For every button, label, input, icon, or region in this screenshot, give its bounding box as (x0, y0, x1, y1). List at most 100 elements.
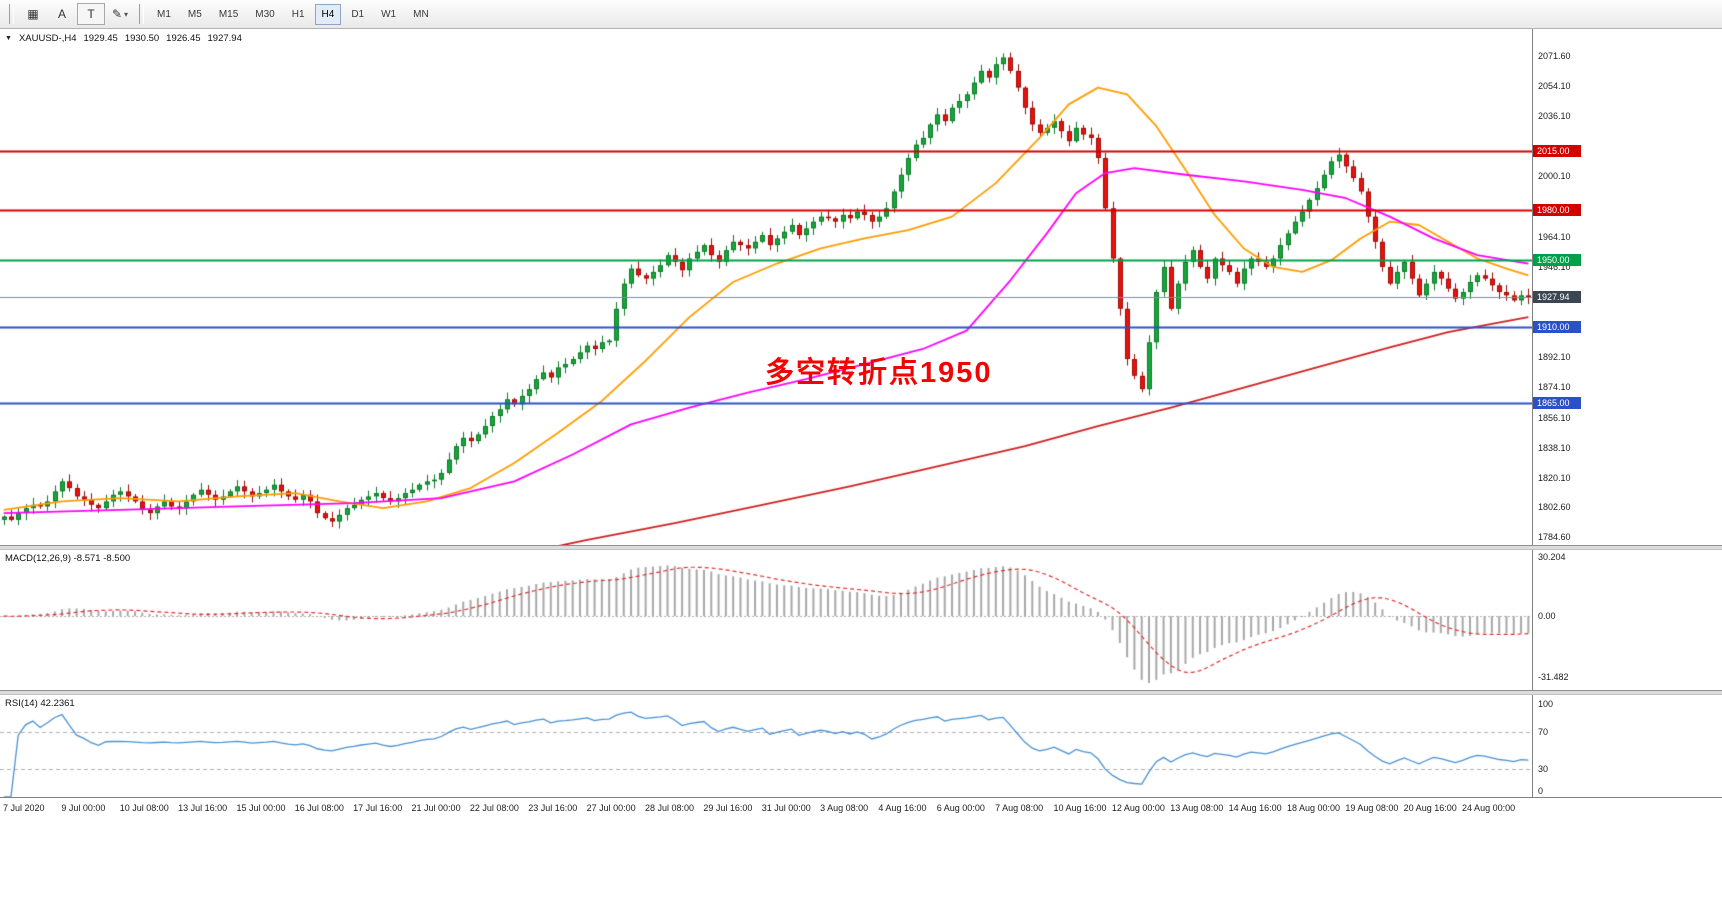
time-axis-label: 12 Aug 00:00 (1111, 803, 1165, 813)
time-axis-label: 9 Jul 00:00 (61, 803, 106, 813)
price-tick: 1784.60 (1538, 532, 1571, 543)
macd-scale[interactable]: 30.204 0.00 -31.482 (1532, 550, 1722, 690)
price-tick: 1892.10 (1538, 352, 1571, 363)
chart-window: ▼ XAUUSD-,H4 1929.45 1930.50 1926.45 192… (0, 29, 1722, 904)
rsi-axis-label: 100 (1538, 699, 1554, 710)
price-level-tag: 1950.00 (1533, 254, 1581, 267)
price-tick: 2054.10 (1538, 80, 1571, 91)
timeframe-button-m30[interactable]: M30 (255, 8, 275, 20)
time-axis-label: 17 Jul 16:00 (353, 803, 403, 813)
time-axis-label: 18 Aug 00:00 (1286, 803, 1341, 813)
timeframe-button-h4[interactable]: H4 (314, 3, 342, 25)
time-axis-label: 10 Jul 08:00 (119, 803, 169, 813)
timeframe-button-d1[interactable]: D1 (351, 8, 365, 20)
symbol-ohlc-readout: ▼ XAUUSD-,H4 1929.45 1930.50 1926.45 192… (5, 33, 242, 44)
price-scale[interactable]: 2071.60 2054.10 2036.10 2000.10 1964.10 1946.… (1532, 29, 1722, 545)
rsi-indicator-label: RSI(14) 42.2361 (5, 698, 75, 709)
price-tick: 2071.60 (1538, 51, 1571, 62)
time-axis-label: 31 Jul 00:00 (761, 803, 811, 813)
chart-tool-icon: ▦ (27, 7, 39, 21)
panel-splitter[interactable] (0, 545, 1722, 550)
time-axis-label: 22 Jul 08:00 (469, 803, 519, 813)
chevron-down-icon: ▾ (124, 9, 129, 19)
time-axis-label: 3 Aug 08:00 (820, 803, 869, 813)
time-axis-label: 23 Jul 16:00 (528, 803, 578, 813)
toolbar-drag-grip[interactable] (139, 4, 144, 24)
text-box-icon: T (87, 7, 95, 21)
time-axis-label: 27 Jul 00:00 (586, 803, 636, 813)
open-value: 1929.45 (83, 33, 118, 44)
price-level-tag: 1980.00 (1533, 203, 1581, 216)
chart-text-annotation: 多空转折点1950 (765, 357, 993, 389)
text-annotation-icon: A (57, 7, 66, 21)
low-value: 1926.45 (166, 33, 201, 44)
price-tick: 1856.10 (1538, 412, 1571, 423)
window-empty-area (0, 820, 1722, 904)
rsi-scale[interactable]: 100 70 30 0 (1532, 695, 1722, 797)
macd-axis-label: -31.482 (1538, 672, 1569, 683)
time-axis-label: 6 Aug 00:00 (936, 803, 985, 813)
time-axis-label: 28 Jul 08:00 (644, 803, 695, 813)
text-box-button[interactable]: T (77, 3, 105, 25)
timeframe-button-m5[interactable]: M5 (187, 8, 202, 20)
time-axis[interactable]: 7 Jul 2020 9 Jul 00:00 10 Jul 08:00 13 Jul … (0, 797, 1722, 820)
time-axis-label: 10 Aug 16:00 (1053, 803, 1107, 813)
price-tick: 1838.10 (1538, 442, 1571, 453)
rsi-canvas[interactable] (0, 695, 1532, 797)
macd-indicator-label: MACD(12,26,9) -8.571 -8.500 (5, 553, 131, 564)
text-annotation-button[interactable]: A (48, 3, 76, 25)
timeframe-button-w1[interactable]: W1 (381, 8, 397, 20)
macd-axis-label: 0.00 (1538, 611, 1556, 622)
drawing-tools-group: ▦ A T ✎ ▾ (19, 3, 134, 25)
rsi-axis-label: 70 (1538, 727, 1549, 738)
price-tick: 2000.10 (1538, 171, 1571, 182)
price-level-tag: 2015.00 (1533, 145, 1581, 158)
timeframe-button-mn[interactable]: MN (413, 8, 429, 20)
symbol-label: XAUUSD-,H4 (18, 33, 77, 44)
price-level-tag: 1927.94 (1533, 291, 1581, 304)
time-axis-label: 21 Jul 00:00 (411, 803, 461, 813)
macd-axis-label: 30.204 (1538, 552, 1566, 563)
price-chart-canvas[interactable] (0, 29, 1532, 545)
macd-panel: MACD(12,26,9) -8.571 -8.500 30.204 0.00 -3… (0, 550, 1722, 690)
price-tick: 1874.10 (1538, 382, 1571, 393)
timeframe-button-h1[interactable]: H1 (291, 8, 305, 20)
high-value: 1930.50 (124, 33, 160, 44)
price-level-tag: 1910.00 (1533, 321, 1581, 334)
price-tick: 2036.10 (1538, 110, 1571, 121)
close-value: 1927.94 (207, 33, 242, 44)
price-tick: 1946.10 (1538, 261, 1571, 272)
time-axis-label: 7 Jul 2020 (3, 803, 45, 813)
drawing-tools-button[interactable]: ✎ ▾ (106, 3, 134, 25)
time-axis-label: 7 Aug 08:00 (995, 803, 1044, 813)
chart-tool-button[interactable]: ▦ (19, 3, 47, 25)
time-axis-label: 24 Aug 00:00 (1462, 803, 1516, 813)
rsi-panel: RSI(14) 42.2361 100 70 30 0 (0, 695, 1722, 797)
main-toolbar: ▦ A T ✎ ▾ M1 M5 M15 M30 H1 H4 D1 W1 MN (0, 0, 1722, 29)
time-axis-label: 16 Jul 08:00 (294, 803, 344, 813)
price-tick: 1964.10 (1538, 231, 1571, 242)
price-chart-panel: ▼ XAUUSD-,H4 1929.45 1930.50 1926.45 192… (0, 29, 1722, 545)
time-axis-label: 13 Aug 08:00 (1170, 803, 1224, 813)
time-axis-label: 4 Aug 16:00 (878, 803, 927, 813)
price-level-tag: 1865.00 (1533, 396, 1581, 409)
panel-splitter[interactable] (0, 690, 1722, 695)
time-axis-label: 13 Jul 16:00 (178, 803, 228, 813)
timeframe-button-m1[interactable]: M1 (157, 8, 171, 20)
time-axis-label: 15 Jul 00:00 (236, 803, 286, 813)
time-axis-label: 19 Aug 08:00 (1345, 803, 1399, 813)
collapse-triangle-icon[interactable]: ▼ (5, 35, 12, 42)
rsi-axis-label: 30 (1538, 764, 1549, 775)
timeframe-button-m15[interactable]: M15 (218, 8, 239, 20)
time-axis-label: 29 Jul 16:00 (703, 803, 753, 813)
rsi-axis-label: 0 (1538, 786, 1544, 796)
toolbar-drag-grip[interactable] (9, 4, 14, 24)
timeframes-group: M1 M5 M15 M30 H1 H4 D1 W1 MN (149, 3, 437, 25)
time-axis-label: 14 Aug 16:00 (1228, 803, 1282, 813)
drawing-tools-icon: ✎ (111, 7, 123, 21)
macd-canvas[interactable] (0, 550, 1532, 690)
time-axis-label: 20 Aug 16:00 (1403, 803, 1457, 813)
price-tick: 1802.60 (1538, 502, 1571, 513)
price-tick: 1820.10 (1538, 472, 1571, 483)
